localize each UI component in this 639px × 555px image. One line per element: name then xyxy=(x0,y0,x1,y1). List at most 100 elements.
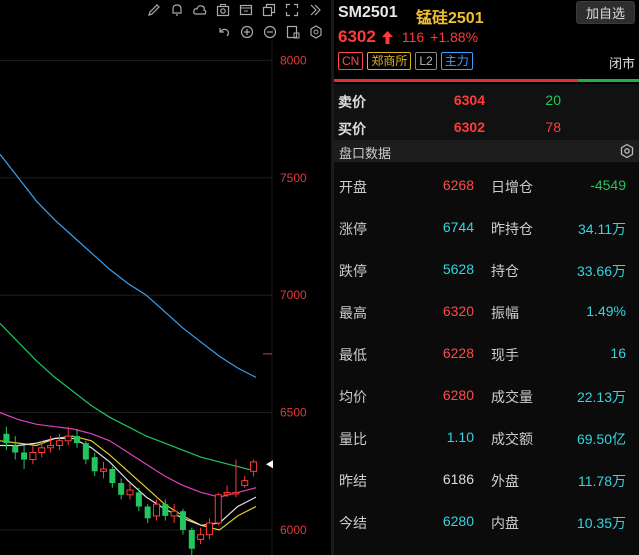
ma-line-2 xyxy=(0,412,257,498)
orderbook: 卖价 6304 20 买价 6302 78 xyxy=(334,84,639,140)
zoom-out-icon[interactable] xyxy=(258,22,281,42)
stat-value: 6280 xyxy=(442,387,474,403)
add-watchlist-button[interactable]: 加自选 xyxy=(576,1,635,24)
y-tick-label: 8000 xyxy=(280,53,307,67)
ask-price: 6304 xyxy=(453,92,485,108)
copy-icon[interactable] xyxy=(257,0,280,20)
candle-body xyxy=(188,530,195,549)
ask-volume: 20 xyxy=(545,92,561,108)
candle-body xyxy=(214,494,222,524)
bid-volume: 78 xyxy=(545,119,561,135)
market-stats: 开盘 6268 日增仓 -4549 涨停 6744 昨持仓 34.11万 跌停 5628 持仓 33.… xyxy=(334,162,639,555)
stat-label: 最高 xyxy=(339,305,367,321)
undo-icon[interactable] xyxy=(212,22,235,42)
settings-icon[interactable] xyxy=(619,143,635,159)
stat-label: 跌停 xyxy=(339,263,367,279)
bid-ask-ratio-bar xyxy=(334,79,639,82)
stat-value: 33.66万 xyxy=(576,263,626,279)
stat-label: 内盘 xyxy=(491,515,519,531)
stat-value: 6228 xyxy=(442,345,474,361)
stat-row: 跌停 5628 持仓 33.66万 xyxy=(334,256,639,282)
stat-value: 11.78万 xyxy=(578,473,626,489)
kline-chart[interactable]: 95009000850080007500700065006000←5886 xyxy=(0,0,331,555)
candle-body xyxy=(29,452,37,461)
y-tick-label: 7000 xyxy=(280,288,307,302)
stat-label: 昨结 xyxy=(339,473,367,489)
candle-body xyxy=(118,483,125,495)
price-change-pct: +1.88% xyxy=(430,29,479,45)
stat-value: 69.50亿 xyxy=(576,431,626,447)
stat-label: 成交量 xyxy=(491,389,533,405)
fullscreen-icon[interactable] xyxy=(280,0,303,20)
candle-body xyxy=(205,522,213,536)
ratio-bar-sell xyxy=(578,79,639,82)
stat-row: 最低 6228 现手 16 xyxy=(334,340,639,366)
section-title: 盘口数据 xyxy=(339,146,392,161)
stat-label: 昨持仓 xyxy=(491,221,533,237)
pane-splitter[interactable] xyxy=(331,0,334,555)
tag-level: L2 xyxy=(415,52,437,70)
stat-row: 开盘 6268 日增仓 -4549 xyxy=(334,172,639,198)
stat-label: 均价 xyxy=(339,389,367,405)
last-price: 6302 xyxy=(338,27,376,46)
bid-row[interactable]: 买价 6302 78 xyxy=(334,113,639,139)
candle-body xyxy=(55,440,63,446)
stat-value: -4549 xyxy=(590,177,626,193)
stat-row: 最高 6320 振幅 1.49% xyxy=(334,298,639,324)
collapse-icon[interactable] xyxy=(303,0,326,20)
stat-label: 现手 xyxy=(491,347,519,363)
section-header: 盘口数据 xyxy=(334,140,639,162)
stat-value: 10.35万 xyxy=(576,515,626,531)
candle-body xyxy=(241,480,249,486)
ask-label: 卖价 xyxy=(338,94,366,110)
screenshot-icon[interactable] xyxy=(211,0,234,20)
symbol-name: 锰硅2501 xyxy=(416,10,484,27)
stat-value: 5628 xyxy=(442,261,474,277)
candle-body xyxy=(38,447,46,454)
ask-row[interactable]: 卖价 6304 20 xyxy=(334,86,639,112)
zoom-in-icon[interactable] xyxy=(235,22,258,42)
chart-pane[interactable]: 95009000850080007500700065006000←5886 xyxy=(0,0,331,555)
market-status: 闭市 xyxy=(608,56,635,71)
candle-body xyxy=(162,504,169,516)
stat-label: 最低 xyxy=(339,347,367,363)
bid-price: 6302 xyxy=(453,119,485,135)
cloud-icon[interactable] xyxy=(188,0,211,20)
candle-body xyxy=(135,492,142,507)
chart-toolbar-second xyxy=(212,22,327,42)
stat-label: 日增仓 xyxy=(491,179,533,195)
stat-value: 22.13万 xyxy=(576,389,626,405)
candle-body xyxy=(152,503,160,517)
pen-icon[interactable] xyxy=(142,0,165,20)
stat-value: 6320 xyxy=(442,303,474,319)
stat-value: 6268 xyxy=(442,177,474,193)
settings-icon[interactable] xyxy=(304,22,327,42)
candle-body xyxy=(223,491,231,496)
ma-line-3 xyxy=(0,435,257,531)
stat-value: 6186 xyxy=(442,471,474,487)
y-tick-label: 6000 xyxy=(280,523,307,537)
up-arrow-icon xyxy=(381,30,393,44)
stat-label: 持仓 xyxy=(491,263,519,279)
stat-value: 1.49% xyxy=(586,303,626,319)
y-tick-label: 6500 xyxy=(280,406,307,420)
stat-row: 今结 6280 内盘 10.35万 xyxy=(334,508,639,534)
candle-body xyxy=(91,457,98,472)
tag-exchange: 郑商所 xyxy=(367,52,412,70)
candle-body xyxy=(144,506,151,519)
stat-value: 6280 xyxy=(442,513,474,529)
export-icon[interactable] xyxy=(281,22,304,42)
candle-body xyxy=(126,489,134,496)
bell-icon[interactable] xyxy=(165,0,188,20)
candle-body xyxy=(12,445,19,453)
price-change: 116 xyxy=(401,29,425,45)
candle-body xyxy=(3,433,10,444)
window-icon[interactable] xyxy=(234,0,257,20)
stat-label: 开盘 xyxy=(339,179,367,195)
tag-market: CN xyxy=(338,52,364,70)
stat-label: 今结 xyxy=(339,515,367,531)
bid-label: 买价 xyxy=(338,121,366,137)
candle-body xyxy=(197,534,205,540)
last-price-pointer xyxy=(266,460,273,469)
stat-row: 均价 6280 成交量 22.13万 xyxy=(334,382,639,408)
